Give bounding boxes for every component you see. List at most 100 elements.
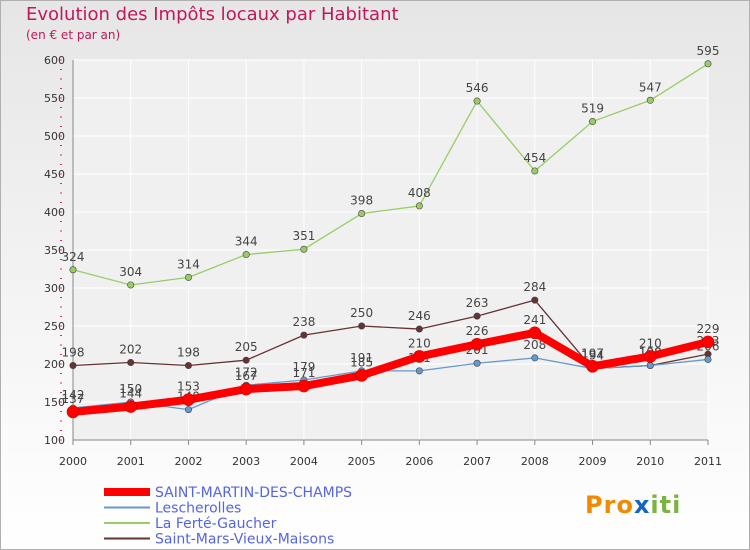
data-label: 185 bbox=[350, 355, 373, 369]
data-label: 210 bbox=[639, 336, 662, 350]
x-tick-label: 2009 bbox=[579, 455, 607, 468]
x-tick-label: 2004 bbox=[290, 455, 318, 468]
data-point bbox=[184, 362, 192, 370]
logo-letter: P bbox=[585, 491, 604, 519]
logo-letter: r bbox=[603, 491, 617, 519]
data-label: 171 bbox=[292, 366, 315, 380]
data-label: 198 bbox=[177, 346, 200, 360]
y-tick-label: 400 bbox=[44, 206, 65, 219]
data-label: 208 bbox=[523, 338, 546, 352]
data-label: 153 bbox=[177, 380, 200, 394]
data-point bbox=[415, 325, 423, 333]
data-point bbox=[242, 251, 250, 259]
series-line-3 bbox=[72, 63, 709, 286]
data-point bbox=[69, 266, 77, 274]
data-label: 205 bbox=[235, 340, 258, 354]
x-tick-label: 2011 bbox=[694, 455, 722, 468]
data-label: 202 bbox=[119, 342, 142, 356]
x-tick-label: 2005 bbox=[348, 455, 376, 468]
data-label: 304 bbox=[119, 265, 142, 279]
data-label: 519 bbox=[581, 102, 604, 116]
chart-title: Evolution des Impôts locaux par Habitant bbox=[26, 4, 399, 25]
data-label: 137 bbox=[62, 392, 85, 406]
x-tick-label: 2001 bbox=[117, 455, 145, 468]
y-tick-label: 250 bbox=[44, 320, 65, 333]
data-point bbox=[531, 296, 539, 304]
logo-letter: x bbox=[633, 491, 651, 519]
data-label: 547 bbox=[639, 80, 662, 94]
data-point bbox=[415, 202, 423, 210]
data-point bbox=[358, 210, 366, 218]
data-point bbox=[69, 362, 77, 370]
data-label: 250 bbox=[350, 306, 373, 320]
data-label: 408 bbox=[408, 186, 431, 200]
data-label: 167 bbox=[235, 369, 258, 383]
x-tick-label: 2007 bbox=[463, 455, 491, 468]
y-tick-label: 450 bbox=[44, 168, 65, 181]
y-tick-label: 300 bbox=[44, 282, 65, 295]
data-point bbox=[473, 312, 481, 320]
x-tick-label: 2006 bbox=[405, 455, 433, 468]
data-point bbox=[470, 337, 484, 351]
data-label: 344 bbox=[235, 235, 258, 249]
data-point bbox=[531, 354, 539, 362]
data-label: 246 bbox=[408, 309, 431, 323]
data-label: 197 bbox=[581, 346, 604, 360]
y-tick-label: 100 bbox=[44, 434, 65, 447]
data-point bbox=[355, 369, 368, 382]
data-point bbox=[124, 400, 138, 413]
data-point bbox=[586, 359, 599, 373]
x-tick-label: 2008 bbox=[521, 455, 549, 468]
data-point bbox=[239, 382, 253, 396]
data-point bbox=[473, 359, 481, 367]
y-tick-label: 600 bbox=[44, 54, 65, 67]
legend-label: Lescherolles bbox=[155, 501, 241, 517]
y-tick-label: 500 bbox=[44, 130, 65, 143]
data-point bbox=[300, 245, 308, 253]
data-point bbox=[646, 362, 654, 370]
logo-letter: o bbox=[616, 491, 634, 519]
data-label: 398 bbox=[350, 194, 373, 208]
data-label: 351 bbox=[292, 229, 315, 243]
data-point bbox=[704, 60, 712, 68]
logo-letter: t bbox=[659, 491, 673, 519]
data-label: 241 bbox=[523, 313, 546, 327]
data-point bbox=[127, 358, 135, 366]
data-point bbox=[184, 273, 192, 281]
data-label: 179 bbox=[292, 360, 315, 374]
data-label: 142 bbox=[62, 388, 85, 402]
data-point bbox=[358, 322, 366, 330]
data-label: 210 bbox=[408, 336, 431, 350]
data-point bbox=[415, 367, 423, 375]
y-tick-label: 150 bbox=[44, 396, 65, 409]
data-point bbox=[704, 355, 712, 363]
data-point bbox=[300, 331, 308, 339]
data-label: 198 bbox=[62, 346, 85, 360]
data-label: 226 bbox=[466, 324, 489, 338]
data-label: 324 bbox=[62, 250, 85, 264]
data-label: 595 bbox=[697, 44, 720, 58]
series-line-1 bbox=[69, 328, 712, 416]
x-tick-label: 2010 bbox=[636, 455, 664, 468]
data-label: 229 bbox=[697, 322, 720, 336]
data-label: 263 bbox=[466, 296, 489, 310]
data-point bbox=[297, 379, 311, 393]
proxiti-logo: Proxiti bbox=[585, 491, 681, 519]
data-label: 454 bbox=[523, 151, 546, 165]
data-point bbox=[646, 96, 654, 104]
y-tick-label: 200 bbox=[44, 358, 65, 371]
data-point bbox=[413, 350, 426, 363]
logo-letter: i bbox=[650, 491, 660, 519]
data-label: 191 bbox=[350, 351, 373, 365]
data-label: 238 bbox=[292, 315, 315, 329]
legend-label: La Ferté-Gaucher bbox=[155, 516, 277, 532]
data-point bbox=[127, 281, 135, 289]
data-label: 314 bbox=[177, 257, 200, 271]
data-point bbox=[473, 97, 481, 105]
y-tick-label: 350 bbox=[44, 244, 65, 257]
x-tick-label: 2002 bbox=[174, 455, 202, 468]
data-point bbox=[528, 326, 542, 340]
data-label: 150 bbox=[119, 382, 142, 396]
data-label: 284 bbox=[523, 280, 546, 294]
